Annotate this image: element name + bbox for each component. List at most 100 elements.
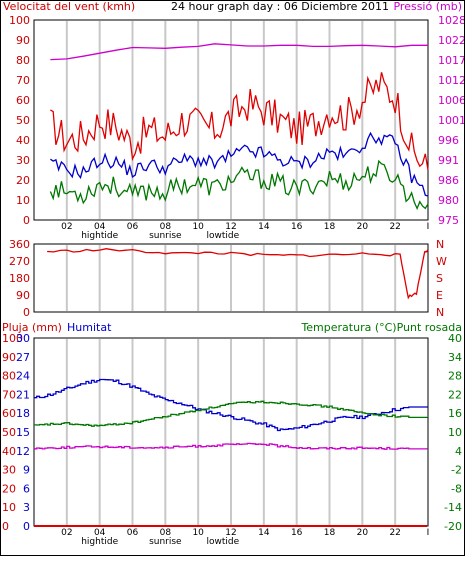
event-label: sunrise [149,231,182,241]
x-tick-label: 16 [291,528,303,538]
direction-y-tick: 360 [9,238,30,251]
rain-label: Pluja (mm) [2,321,62,334]
rain-y-tick: 30 [2,464,16,477]
series-magenta-line [50,43,428,61]
event-label: hightide [81,231,118,241]
humidity-y-tick: 18 [16,407,30,420]
pressure-y-tick: 991 [438,154,459,167]
direction-y-tick: 180 [9,272,30,285]
x-tick-label: 16 [291,222,303,232]
data-series [34,43,429,527]
series-blue-line [50,131,429,197]
wind-y-tick: 60 [16,94,30,107]
x-tick-label: 14 [258,222,270,232]
humidity-y-tick: 3 [23,501,30,514]
x-tick-label: I [427,528,430,538]
humidity-y-tick: 6 [23,482,30,495]
pressure-y-tick: 1001 [438,114,465,127]
x-tick-label: I [427,222,430,232]
temperature-y-tick: 40 [448,332,462,345]
wind-y-tick: 10 [16,194,30,207]
pressure-y-tick: 975 [438,214,459,227]
x-tick-label: 22 [389,528,400,538]
compass-tick: N [436,238,444,251]
wind-y-tick: 70 [16,74,30,87]
direction-y-tick: 0 [23,306,30,319]
pressure-y-tick: 1017 [438,54,465,67]
event-label: lowtide [206,537,239,547]
humidity-y-tick: 0 [23,520,30,533]
series-temperature-line [34,442,428,450]
x-tick-label: 04 [94,528,106,538]
compass-tick: S [436,272,443,285]
rain-y-tick: 80 [2,370,16,383]
x-tick-label: 20 [357,528,369,538]
series-humitat-line [34,378,428,432]
wind-y-tick: 100 [9,14,30,27]
pressure-y-tick: 1028 [438,14,465,27]
series-green-line [49,159,429,211]
compass-tick: N [436,306,444,319]
pressure-label: Pressió (mb) [393,0,462,13]
wind-y-tick: 40 [16,134,30,147]
wind-y-tick: 50 [16,114,30,127]
humidity-y-tick: 27 [16,351,30,364]
pressure-y-tick: 1022 [438,34,465,47]
humidity-y-tick: 15 [16,426,30,439]
rain-y-tick: 100 [2,332,23,345]
x-tick-label: 14 [258,528,270,538]
temperature-y-tick: 10 [448,426,462,439]
temperature-y-tick: -20 [444,520,462,533]
humidity-y-tick: 21 [16,388,30,401]
temperature-y-tick: -14 [444,501,462,514]
temperature-y-tick: -8 [451,482,462,495]
humidity-y-tick: 9 [23,464,30,477]
humidity-y-tick: 12 [16,445,30,458]
temperature-y-tick: 28 [448,370,462,383]
temperature-dewpoint-label: Temperatura (°C)Punt rosada [300,321,462,334]
event-label: hightide [81,537,118,547]
rain-y-tick: 0 [2,520,9,533]
x-tick-label: 06 [127,528,139,538]
series-direction-line [47,248,429,300]
x-tick-label: 18 [324,528,336,538]
humidity-label: Humitat [67,321,112,334]
temperature-y-tick: 22 [448,388,462,401]
event-label: lowtide [206,231,239,241]
wind-y-tick: 80 [16,54,30,67]
wind-speed-label: Velocitat del vent (kmh) [3,0,135,13]
x-tick-label: 12 [225,222,236,232]
chart-title: 24 hour graph day : 06 Diciembre 2011 [171,0,389,13]
event-label: sunrise [149,537,182,547]
series-temperature-line [34,400,428,427]
x-tick-label: 02 [61,528,72,538]
rain-y-tick: 50 [2,426,16,439]
temperature-y-tick: 4 [455,445,462,458]
x-tick-label: 10 [192,528,204,538]
temperature-y-tick: 16 [448,407,462,420]
direction-y-tick: 270 [9,255,30,268]
x-tick-label: 08 [160,528,172,538]
x-tick-label: 12 [225,528,236,538]
temperature-y-tick: 34 [448,351,462,364]
x-tick-label: 02 [61,222,72,232]
x-tick-label: 18 [324,222,336,232]
humidity-y-tick: 30 [16,332,30,345]
wind-y-tick: 20 [16,174,30,187]
wind-y-tick: 0 [23,214,30,227]
pressure-y-tick: 980 [438,194,459,207]
x-tick-label: 22 [389,222,400,232]
wind-y-tick: 90 [16,34,30,47]
x-tick-label: 08 [160,222,172,232]
series-red-line [50,72,429,171]
wind-y-tick: 30 [16,154,30,167]
compass-tick: E [436,289,443,302]
pressure-y-tick: 996 [438,134,459,147]
rain-y-tick: 40 [2,445,16,458]
pressure-y-tick: 1006 [438,94,465,107]
x-tick-label: 06 [127,222,139,232]
temperature-y-tick: -2 [451,464,462,477]
rain-y-tick: 20 [2,482,16,495]
